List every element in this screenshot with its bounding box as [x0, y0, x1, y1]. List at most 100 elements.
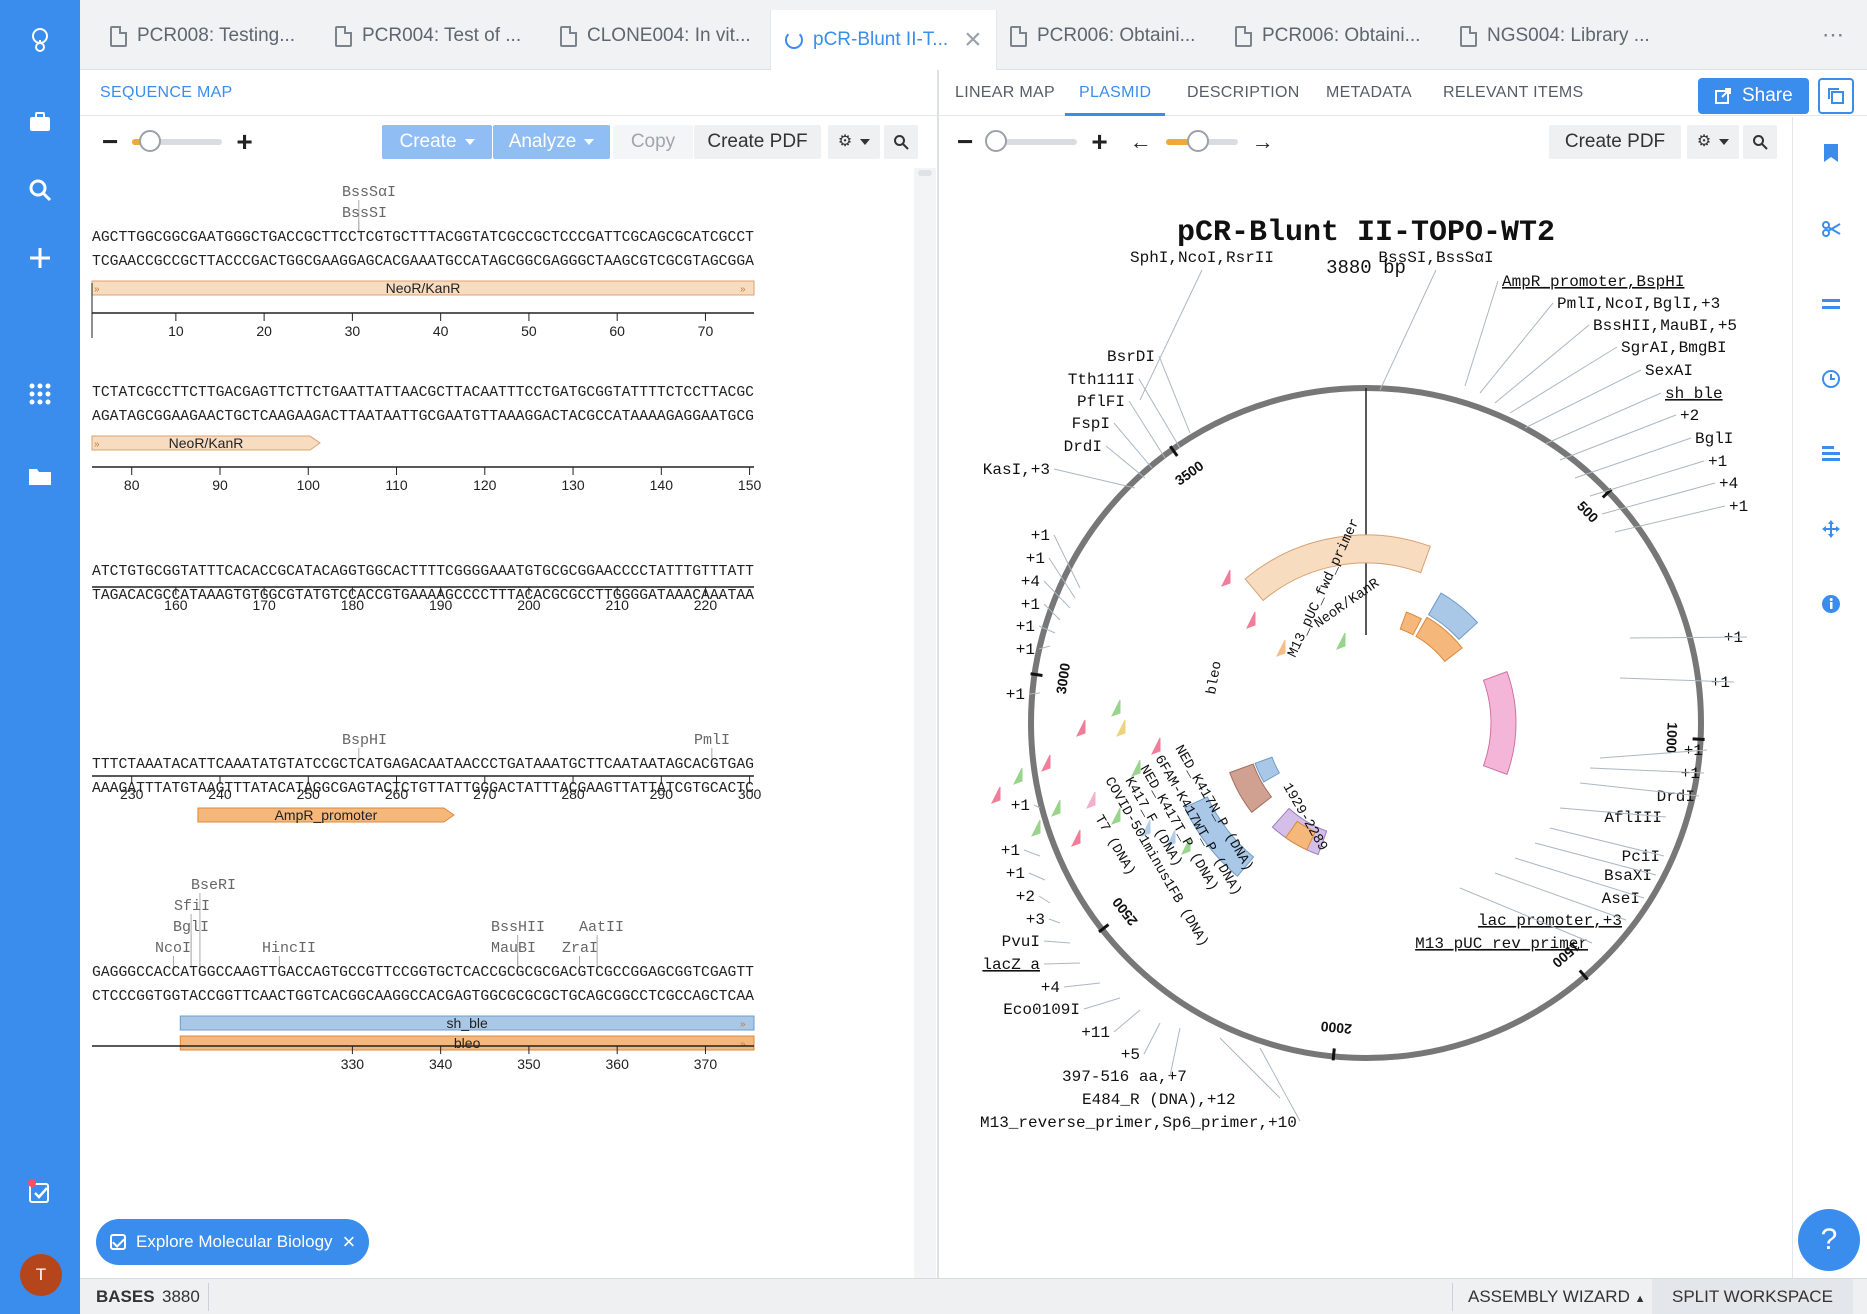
ruler-tick-label: 40	[433, 323, 449, 339]
help-button[interactable]: ?	[1798, 1209, 1860, 1271]
plus-icon[interactable]	[20, 238, 60, 278]
file-icon	[335, 25, 352, 47]
apps-grid-icon[interactable]	[20, 374, 60, 414]
tab-clone004[interactable]: CLONE004: In vit...	[560, 12, 751, 60]
close-tab-icon[interactable]: ×	[964, 23, 982, 56]
ruler-tick-label: 180	[341, 597, 365, 613]
scrollbar-thumb[interactable]	[918, 170, 932, 176]
tab-description[interactable]: DESCRIPTION	[1187, 84, 1300, 101]
ring-tick-label: 500	[1574, 498, 1602, 526]
sequence-zoom-control: − +	[102, 127, 253, 157]
site-leader-line	[1063, 982, 1101, 988]
zoom-slider-knob[interactable]	[139, 130, 162, 152]
status-divider	[1452, 1283, 1453, 1311]
ring-tick	[1331, 1048, 1336, 1061]
tab-pcr-blunt[interactable]: pCR-Blunt II-T... ×	[770, 10, 997, 70]
enzyme-cut-label: MauBI	[491, 940, 536, 957]
duplicate-window-button[interactable]	[1818, 78, 1854, 114]
history-clock-icon[interactable]	[1819, 367, 1843, 391]
site-label: SgrAI,BmgBI	[1621, 339, 1727, 357]
sequence-map-svg[interactable]: BssSαI BssSI AGCTTGGCGGCGAATGGGCTGACCGCTTC…	[80, 168, 938, 1278]
site-leader-line	[1113, 422, 1153, 469]
tasks-check-icon[interactable]	[20, 1172, 60, 1212]
bookmark-icon[interactable]	[1819, 141, 1843, 165]
tab-sequence-map[interactable]: SEQUENCE MAP	[100, 84, 233, 101]
zoom-in-icon[interactable]: +	[1091, 126, 1108, 157]
plasmid-length-label: 3880 bp	[1326, 257, 1406, 279]
search-icon[interactable]	[20, 170, 60, 210]
settings-dropdown-button[interactable]: ⚙	[828, 125, 880, 159]
site-label: +2	[1016, 888, 1035, 906]
site-leader-line	[1379, 269, 1437, 391]
site-leader-line	[1259, 1047, 1301, 1122]
create-pdf-button[interactable]: Create PDF	[694, 125, 821, 159]
site-label: lac_promoter,+3	[1478, 912, 1622, 930]
sequence-map-view[interactable]: BssSαI BssSI AGCTTGGCGGCGAATGGGCTGACCGCTTC…	[80, 168, 938, 1278]
find-button[interactable]	[884, 125, 918, 159]
primer-marker	[1075, 719, 1086, 737]
benchling-logo-icon[interactable]	[20, 20, 60, 60]
analyze-dropdown-button[interactable]: Analyze	[493, 125, 610, 159]
briefcase-icon[interactable]	[20, 102, 60, 142]
explore-molecular-biology-chip[interactable]: Explore Molecular Biology ×	[96, 1219, 370, 1265]
assembly-wizard-button[interactable]: ASSEMBLY WIZARD ▲	[1468, 1279, 1645, 1314]
tab-pcr008[interactable]: PCR008: Testing...	[110, 12, 295, 60]
primer-marker	[1110, 807, 1121, 825]
folder-icon[interactable]	[20, 456, 60, 496]
align-text-icon[interactable]	[1819, 442, 1843, 466]
sequence-scrollbar[interactable]	[914, 168, 936, 1278]
bases-key: BASES	[96, 1287, 155, 1306]
info-icon[interactable]	[1819, 592, 1843, 616]
tab-pcr004[interactable]: PCR004: Test of ...	[335, 12, 521, 60]
ruler-tick-label: 290	[650, 786, 674, 802]
site-leader-line	[1113, 1009, 1141, 1033]
site-leader-line	[1158, 355, 1191, 434]
primer-marker	[1115, 719, 1126, 737]
ruler-tick-label: 140	[650, 477, 674, 493]
chevron-icon: »	[740, 1039, 746, 1050]
tab-metadata[interactable]: METADATA	[1326, 84, 1412, 101]
tab-label: NGS004: Library ...	[1487, 25, 1650, 46]
copy-button[interactable]: Copy	[613, 125, 693, 159]
rotate-right-arrow-icon[interactable]: →	[1251, 129, 1274, 154]
share-button[interactable]: Share	[1698, 78, 1809, 114]
create-dropdown-button[interactable]: Create	[382, 125, 492, 159]
site-leader-line	[1589, 767, 1705, 774]
rotate-left-arrow-icon[interactable]: ←	[1129, 129, 1152, 154]
plasmid-zoom-slider[interactable]	[985, 130, 1078, 152]
split-divider[interactable]	[937, 70, 939, 1278]
tab-plasmid[interactable]: PLASMID	[1065, 70, 1166, 116]
tab-ngs004[interactable]: NGS004: Library ...	[1460, 12, 1650, 60]
scissors-icon[interactable]	[1819, 217, 1843, 241]
create-pdf-button[interactable]: Create PDF	[1549, 125, 1681, 159]
tab-pcr006-b[interactable]: PCR006: Obtaini...	[1235, 12, 1420, 60]
rotation-slider-knob[interactable]	[1187, 130, 1210, 152]
avatar[interactable]: T	[20, 1254, 62, 1296]
plasmid-map-view[interactable]: pCR-Blunt II-TOPO-WT2 3880 bp 500 1000 1500 2…	[940, 168, 1792, 1278]
site-label: E484_R (DNA),+12	[1082, 1091, 1236, 1109]
plasmid-rotation-slider[interactable]	[1165, 130, 1238, 152]
zoom-slider-knob[interactable]	[985, 130, 1008, 152]
caret-up-icon: ▲	[1634, 1293, 1646, 1305]
equals-icon[interactable]	[1819, 292, 1843, 316]
site-leader-line	[1138, 378, 1181, 449]
primer-marker	[990, 786, 1001, 804]
split-workspace-button[interactable]: SPLIT WORKSPACE	[1652, 1279, 1853, 1314]
zoom-in-icon[interactable]: +	[236, 126, 253, 157]
move-crosshair-icon[interactable]	[1819, 517, 1843, 541]
find-button[interactable]	[1743, 125, 1777, 159]
primer-marker	[1050, 799, 1061, 817]
site-label: KasI,+3	[983, 461, 1050, 479]
site-label: Tth111I	[1068, 371, 1135, 389]
file-icon	[1235, 25, 1252, 47]
close-icon[interactable]: ×	[342, 1229, 356, 1254]
sequence-zoom-slider[interactable]	[132, 130, 223, 152]
tab-relevant-items[interactable]: RELEVANT ITEMS	[1443, 84, 1584, 101]
tab-linear-map[interactable]: LINEAR MAP	[955, 84, 1055, 101]
zoom-out-icon[interactable]: −	[102, 126, 119, 157]
settings-dropdown-button[interactable]: ⚙	[1687, 125, 1739, 159]
tab-pcr006-a[interactable]: PCR006: Obtaini...	[1010, 12, 1195, 60]
more-tabs-icon[interactable]: ⋯	[1822, 22, 1845, 47]
zoom-out-icon[interactable]: −	[957, 126, 974, 157]
